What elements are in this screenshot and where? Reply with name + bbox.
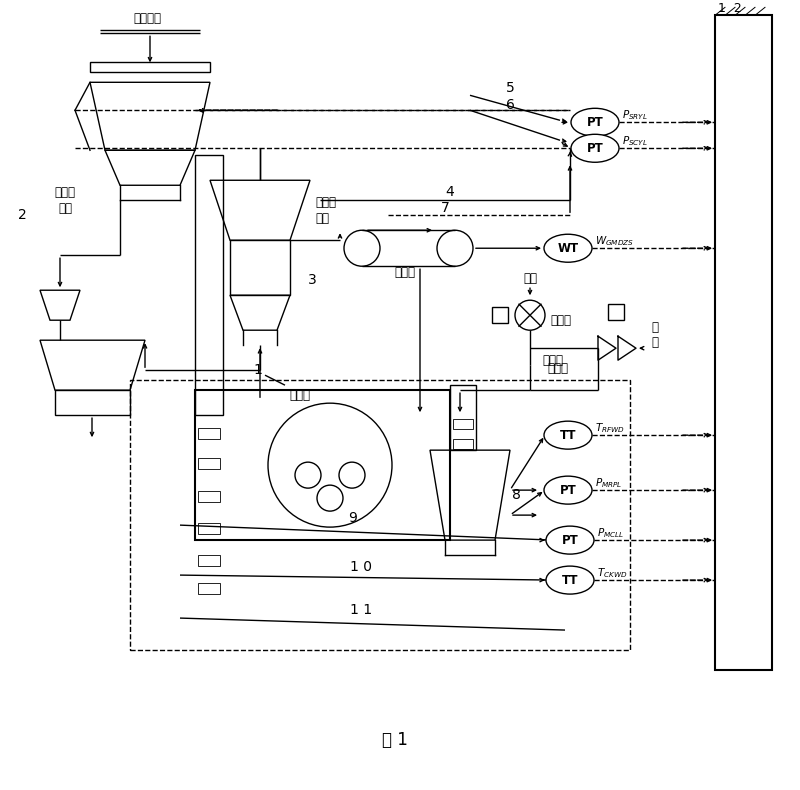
Text: TT: TT: [562, 574, 578, 587]
Text: 9: 9: [348, 511, 357, 525]
Bar: [492, 307, 508, 323]
Text: 热风门: 热风门: [547, 362, 569, 374]
Bar: [453, 419, 473, 429]
Bar: [195, 156, 223, 416]
Text: 1  2: 1 2: [718, 2, 742, 15]
Bar: [715, 15, 772, 670]
Ellipse shape: [571, 134, 619, 162]
Text: $W_{GMDZS}$: $W_{GMDZS}$: [595, 235, 634, 248]
Bar: [198, 523, 220, 534]
Text: 1 1: 1 1: [350, 603, 372, 617]
Text: $P_{MRPL}$: $P_{MRPL}$: [595, 476, 622, 490]
Bar: [198, 491, 220, 502]
Text: $P_{SRYL}$: $P_{SRYL}$: [622, 108, 648, 122]
Bar: [230, 240, 290, 295]
Text: 1: 1: [254, 363, 262, 377]
Text: 压缩空气: 压缩空气: [133, 12, 161, 24]
Text: 4: 4: [445, 186, 454, 199]
Text: 8: 8: [512, 488, 521, 502]
Ellipse shape: [546, 526, 594, 554]
Text: $P_{MCLL}$: $P_{MCLL}$: [597, 526, 624, 540]
Bar: [55, 390, 130, 416]
Text: 图 1: 图 1: [382, 731, 408, 749]
Text: $P_{SCYL}$: $P_{SCYL}$: [622, 134, 648, 149]
Text: 粗粉分
离器: 粗粉分 离器: [315, 196, 336, 224]
Text: 3: 3: [308, 273, 317, 288]
Text: 球磨机: 球磨机: [290, 389, 310, 401]
Text: 布袋收
集器: 布袋收 集器: [54, 186, 75, 215]
Text: 1 0: 1 0: [350, 560, 372, 574]
Text: 冷风: 冷风: [523, 272, 537, 284]
Text: PT: PT: [562, 533, 578, 547]
Bar: [198, 583, 220, 594]
Bar: [608, 304, 624, 320]
Ellipse shape: [544, 421, 592, 450]
Bar: [453, 439, 473, 450]
Bar: [198, 458, 220, 469]
Text: 给煤机: 给煤机: [394, 265, 415, 279]
Circle shape: [515, 300, 545, 330]
Ellipse shape: [544, 235, 592, 262]
Ellipse shape: [546, 566, 594, 594]
Bar: [198, 428, 220, 439]
Bar: [198, 555, 220, 566]
Text: 冷风门: 冷风门: [550, 314, 571, 327]
Text: PT: PT: [560, 483, 576, 497]
Text: 热
风: 热 风: [651, 322, 658, 349]
Text: WT: WT: [558, 242, 578, 254]
Text: $T_{RFWD}$: $T_{RFWD}$: [595, 421, 625, 435]
Text: 6: 6: [506, 98, 514, 112]
Text: 2: 2: [18, 209, 26, 222]
Text: PT: PT: [586, 116, 603, 129]
Text: 5: 5: [506, 81, 514, 96]
Text: $T_{CKWD}$: $T_{CKWD}$: [597, 566, 627, 580]
Text: PT: PT: [586, 141, 603, 155]
Text: 热风门: 热风门: [542, 354, 563, 367]
Text: TT: TT: [560, 429, 576, 442]
Bar: [90, 62, 210, 73]
Ellipse shape: [571, 108, 619, 137]
Bar: [130, 380, 630, 650]
Bar: [195, 390, 450, 540]
Bar: [450, 386, 476, 450]
Ellipse shape: [544, 476, 592, 504]
Text: 7: 7: [441, 201, 450, 215]
